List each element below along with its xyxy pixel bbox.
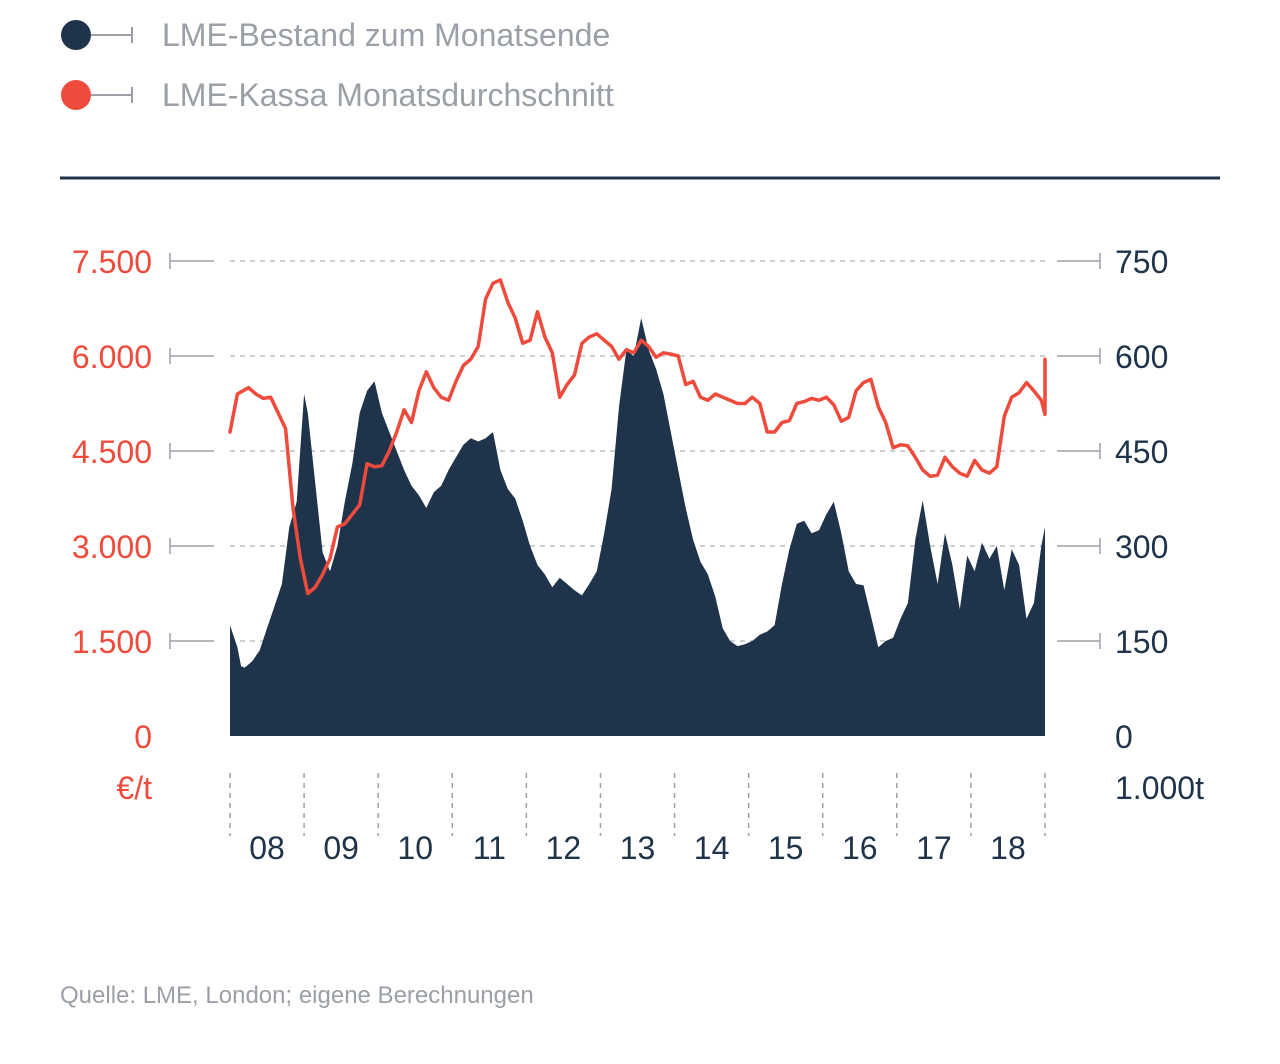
left-axis-unit: €/t [116,770,152,806]
legend: LME-Bestand zum Monatsende LME-Kassa Mon… [61,17,614,113]
x-tick-label: 17 [916,830,952,866]
left-tick-label: 3.000 [72,529,152,565]
left-tick-label: 4.500 [72,434,152,470]
grid [169,253,1101,836]
x-tick-label: 11 [473,830,506,866]
right-tick-label: 600 [1115,339,1168,375]
right-axis: 0 150 300 450 600 750 1.000t [1115,244,1204,806]
right-axis-unit: 1.000t [1115,770,1204,806]
x-axis: 08 09 10 11 12 13 14 15 16 17 18 [249,830,1026,866]
right-tick-label: 0 [1115,719,1133,755]
legend-marker-price [61,80,91,110]
legend-item-stock: LME-Bestand zum Monatsende [61,17,610,53]
left-tick-label: 7.500 [72,244,152,280]
right-tick-label: 750 [1115,244,1168,280]
x-tick-label: 10 [397,830,433,866]
stock-area-series [230,318,1045,736]
left-tick-label: 6.000 [72,339,152,375]
price-line [228,278,1047,596]
left-axis: 0 1.500 3.000 4.500 6.000 7.500 €/t [72,244,152,806]
legend-item-price: LME-Kassa Monatsdurchschnitt [61,77,614,113]
x-tick-label: 13 [620,830,656,866]
x-tick-label: 09 [323,830,359,866]
legend-label-stock: LME-Bestand zum Monatsende [162,17,610,53]
right-tick-label: 300 [1115,529,1168,565]
left-tick-label: 1.500 [72,624,152,660]
right-tick-label: 450 [1115,434,1168,470]
legend-marker-stock [61,20,91,50]
x-tick-label: 12 [546,830,582,866]
x-tick-label: 08 [249,830,285,866]
x-tick-label: 14 [694,830,730,866]
x-tick-label: 18 [990,830,1026,866]
x-tick-label: 15 [768,830,804,866]
price-line-series [228,278,1047,596]
left-tick-label: 0 [134,719,152,755]
stock-area [230,318,1045,736]
legend-label-price: LME-Kassa Monatsdurchschnitt [162,77,614,113]
right-tick-label: 150 [1115,624,1168,660]
x-tick-label: 16 [842,830,878,866]
source-note: Quelle: LME, London; eigene Berechnungen [60,982,534,1009]
